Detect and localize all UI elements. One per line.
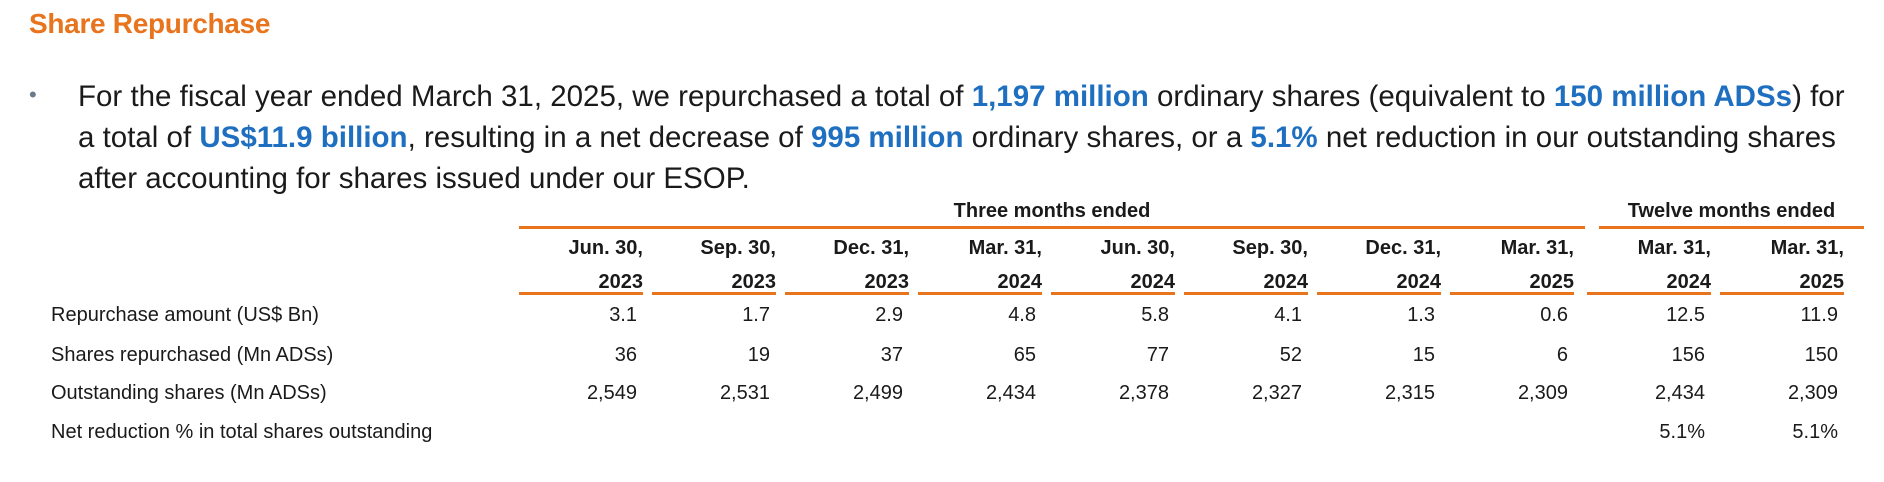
group-rule-three-months xyxy=(519,226,1585,229)
column-header-rule xyxy=(519,292,643,295)
table-cell: 2,315 xyxy=(1384,382,1435,404)
table-cell: 1.7 xyxy=(742,304,770,326)
column-header-year: 2025 xyxy=(1799,271,1845,293)
summary-text-run: For the fiscal year ended March 31, 2025… xyxy=(78,80,972,113)
column-header-date: Mar. 31, xyxy=(968,237,1042,259)
summary-text-run: ) for a total of xyxy=(78,80,1845,154)
table-cell: 2,549 xyxy=(586,382,637,404)
table-cell: 37 xyxy=(880,344,903,366)
column-header-9: Mar. 31, 2024 xyxy=(1587,231,1711,299)
table-cell: 3.1 xyxy=(609,304,637,326)
column-header-7: Dec. 31, 2024 xyxy=(1317,231,1441,299)
page-title: Share Repurchase xyxy=(29,8,271,39)
summary-text-run: , resulting in a net decrease of xyxy=(407,121,811,154)
highlight-figure: 995 million xyxy=(811,121,964,154)
table-cell: 4.8 xyxy=(1008,304,1036,326)
column-header-date: Dec. 31, xyxy=(833,237,909,259)
highlight-figure: 1,197 million xyxy=(971,80,1149,113)
bullet-marker-icon: • xyxy=(29,82,37,107)
column-header-3: Dec. 31, 2023 xyxy=(785,231,909,299)
row-label: Net reduction % in total shares outstand… xyxy=(51,421,433,443)
column-header-year: 2024 xyxy=(1396,271,1442,293)
column-header-date: Jun. 30, xyxy=(1100,237,1175,259)
table-cell: 2,531 xyxy=(719,382,770,404)
column-header-rule xyxy=(1051,292,1175,295)
table-cell: 2,434 xyxy=(985,382,1036,404)
table-cell: 77 xyxy=(1146,344,1169,366)
group-header-twelve-months: Twelve months ended xyxy=(1627,200,1836,222)
column-header-year: 2023 xyxy=(598,271,644,293)
table-cell: 2,378 xyxy=(1118,382,1169,404)
highlight-figure: US$11.9 billion xyxy=(199,121,408,154)
column-header-date: Sep. 30, xyxy=(1232,237,1308,259)
column-header-rule xyxy=(1450,292,1574,295)
row-label: Shares repurchased (Mn ADSs) xyxy=(51,344,334,366)
column-header-date: Mar. 31, xyxy=(1637,237,1711,259)
summary-text: For the fiscal year ended March 31, 2025… xyxy=(78,76,1864,199)
table-cell: 2.9 xyxy=(875,304,903,326)
summary-bullet: • For the fiscal year ended March 31, 20… xyxy=(29,76,1864,199)
table-cell: 5.1% xyxy=(1659,421,1705,443)
column-header-1: Jun. 30, 2023 xyxy=(519,231,643,299)
table-cell: 5.1% xyxy=(1792,421,1838,443)
table-cell: 6 xyxy=(1556,344,1568,366)
table-cell: 0.6 xyxy=(1540,304,1568,326)
table-cell: 12.5 xyxy=(1666,304,1705,326)
column-header-10: Mar. 31, 2025 xyxy=(1720,231,1844,299)
table-cell: 11.9 xyxy=(1800,304,1838,326)
column-header-rule xyxy=(1587,292,1711,295)
table-cell: 156 xyxy=(1671,344,1705,366)
column-header-date: Mar. 31, xyxy=(1500,237,1574,259)
column-header-8: Mar. 31, 2025 xyxy=(1450,231,1574,299)
table-cell: 2,327 xyxy=(1251,382,1302,404)
column-header-4: Mar. 31, 2024 xyxy=(918,231,1042,299)
table-cell: 1.3 xyxy=(1407,304,1435,326)
column-header-year: 2023 xyxy=(864,271,910,293)
column-header-date: Jun. 30, xyxy=(568,237,643,259)
column-header-date: Mar. 31, xyxy=(1770,237,1844,259)
summary-text-run: ordinary shares, or a xyxy=(963,121,1251,154)
column-header-6: Sep. 30, 2024 xyxy=(1184,231,1308,299)
table-cell: 2,309 xyxy=(1787,382,1838,404)
table-cell: 19 xyxy=(747,344,770,366)
row-label: Repurchase amount (US$ Bn) xyxy=(51,304,319,326)
column-header-rule xyxy=(1317,292,1441,295)
row-label: Outstanding shares (Mn ADSs) xyxy=(51,382,327,404)
table-cell: 2,434 xyxy=(1654,382,1705,404)
column-header-year: 2024 xyxy=(1263,271,1309,293)
highlight-figure: 5.1% xyxy=(1250,121,1318,154)
table-cell: 2,309 xyxy=(1517,382,1568,404)
table-cell: 4.1 xyxy=(1274,304,1302,326)
column-header-2: Sep. 30, 2023 xyxy=(652,231,776,299)
column-header-rule xyxy=(1720,292,1844,295)
column-header-year: 2024 xyxy=(997,271,1043,293)
column-header-date: Sep. 30, xyxy=(700,237,776,259)
table-cell: 5.8 xyxy=(1141,304,1169,326)
column-header-rule xyxy=(652,292,776,295)
table-cell: 2,499 xyxy=(852,382,903,404)
column-header-rule xyxy=(1184,292,1308,295)
group-rule-twelve-months xyxy=(1599,226,1864,229)
table-cell: 15 xyxy=(1412,344,1435,366)
column-header-rule xyxy=(785,292,909,295)
column-header-rule xyxy=(918,292,1042,295)
table-cell: 36 xyxy=(614,344,637,366)
highlight-figure: 150 million ADSs xyxy=(1553,80,1793,113)
column-header-5: Jun. 30, 2024 xyxy=(1051,231,1175,299)
summary-text-run: net reduction in our outstanding shares … xyxy=(78,121,1836,195)
summary-text-run: ordinary shares (equivalent to xyxy=(1148,80,1554,113)
table-cell: 52 xyxy=(1279,344,1302,366)
column-header-year: 2024 xyxy=(1130,271,1176,293)
table-cell: 150 xyxy=(1804,344,1838,366)
column-header-year: 2025 xyxy=(1529,271,1575,293)
column-header-date: Dec. 31, xyxy=(1365,237,1441,259)
column-header-year: 2023 xyxy=(731,271,777,293)
group-header-three-months: Three months ended xyxy=(953,200,1151,222)
column-header-year: 2024 xyxy=(1666,271,1712,293)
table-cell: 65 xyxy=(1013,344,1036,366)
